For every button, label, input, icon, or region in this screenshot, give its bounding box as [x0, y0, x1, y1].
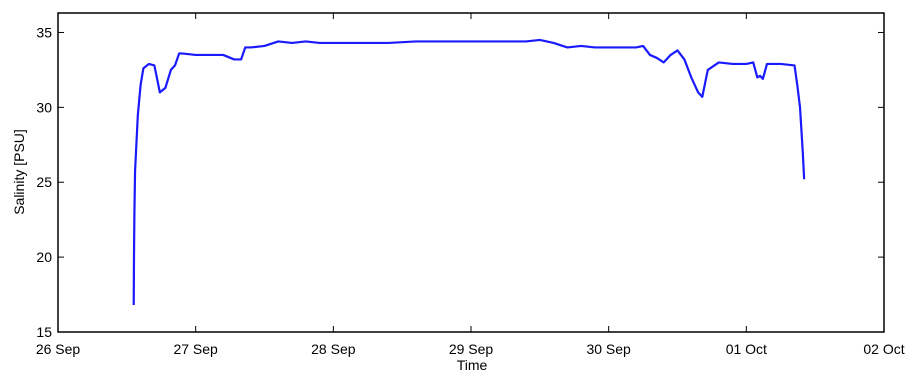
y-tick-label: 35 [36, 24, 52, 40]
x-axis-label: Time [457, 357, 488, 373]
y-tick-label: 20 [36, 249, 52, 265]
data-line [132, 38, 806, 306]
x-tick-label: 02 Oct [863, 341, 904, 357]
y-tick-label: 30 [36, 99, 52, 115]
x-tick-label: 28 Sep [311, 341, 356, 357]
x-tick-label: 01 Oct [726, 341, 767, 357]
x-tick-label: 29 Sep [449, 341, 494, 357]
plot-frame [57, 12, 885, 333]
x-tick-label: 26 Sep [36, 341, 81, 357]
y-tick-label: 15 [36, 324, 52, 340]
x-tick-label: 30 Sep [586, 341, 631, 357]
y-axis-label: Salinity [PSU] [11, 129, 27, 215]
x-tick-label: 27 Sep [173, 341, 218, 357]
y-tick-label: 25 [36, 174, 52, 190]
